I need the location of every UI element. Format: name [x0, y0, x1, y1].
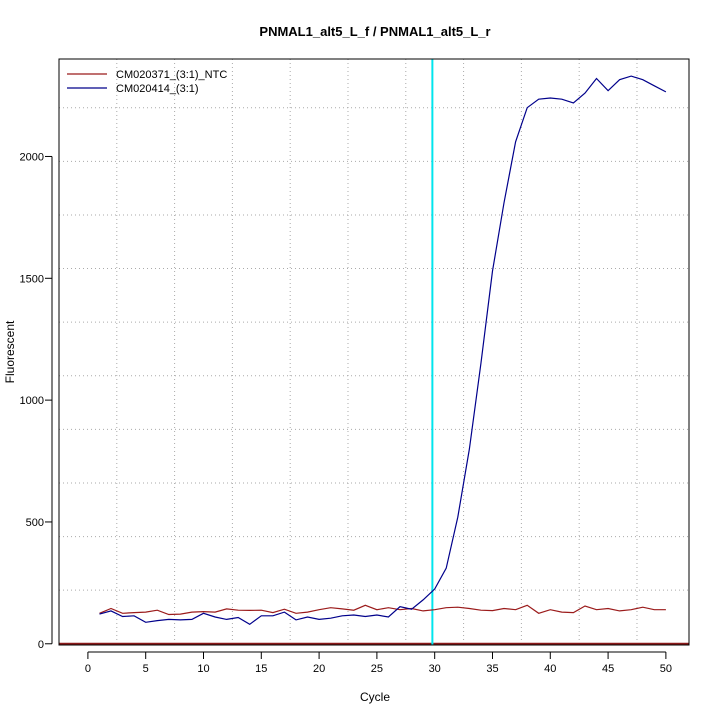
- series-line: [99, 604, 666, 616]
- y-tick-label: 2000: [20, 151, 44, 163]
- x-tick-label: 15: [255, 663, 267, 675]
- legend: CM020371_(3:1)_NTC CM020414_(3:1): [67, 69, 227, 95]
- grid-lines: [59, 59, 689, 646]
- x-tick-label: 10: [197, 663, 209, 675]
- series-line: [99, 75, 667, 626]
- x-tick-label: 35: [486, 663, 498, 675]
- x-tick-label: 5: [143, 663, 149, 675]
- plot-frame: [58, 58, 690, 646]
- x-tick-label: 25: [371, 663, 383, 675]
- x-tick-label: 45: [602, 663, 614, 675]
- x-tick-label: 30: [429, 663, 441, 675]
- y-tick-label: 1500: [20, 273, 44, 285]
- y-tick-label: 0: [38, 639, 44, 651]
- legend-label: CM020414_(3:1): [116, 83, 199, 95]
- reference-lines: [59, 59, 689, 645]
- chart-title: PNMAL1_alt5_L_f / PNMAL1_alt5_L_r: [259, 24, 490, 39]
- y-tick-label: 1000: [20, 395, 44, 407]
- x-axis: 0 5 10 15 20 25 30 35 40 45 50: [85, 651, 672, 675]
- x-tick-label: 40: [544, 663, 556, 675]
- x-tick-label: 20: [313, 663, 325, 675]
- y-tick-label: 500: [26, 517, 44, 529]
- y-axis-label: Fluorescent: [3, 320, 17, 383]
- x-tick-label: 0: [85, 663, 91, 675]
- legend-label: CM020371_(3:1)_NTC: [116, 69, 227, 81]
- x-tick-label: 50: [660, 663, 672, 675]
- series-lines: [99, 75, 667, 626]
- x-axis-label: Cycle: [360, 690, 390, 704]
- y-axis: 0 500 1000 1500 2000: [20, 151, 53, 651]
